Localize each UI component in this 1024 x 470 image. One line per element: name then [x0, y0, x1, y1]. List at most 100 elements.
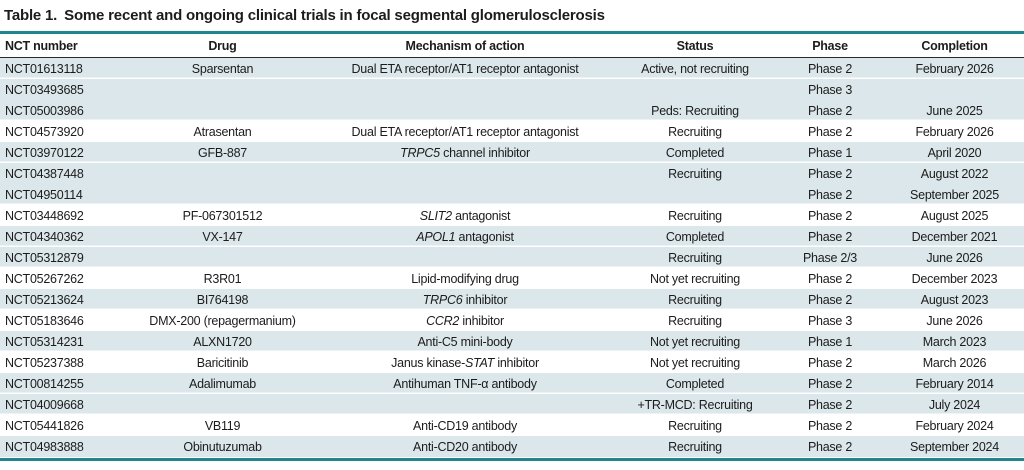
nct-cell: NCT05183646: [5, 313, 84, 328]
mechanism-text: APOL1: [416, 229, 456, 244]
completion-cell: March 2023: [922, 334, 987, 349]
nct-cell: NCT05312879: [5, 250, 84, 265]
mechanism-text: Lipid-modifying drug: [411, 271, 519, 286]
table-row: NCT04340362 VX-147 APOL1 antagonist Complet…: [0, 226, 1024, 247]
completion-cell: August 2023: [920, 292, 989, 307]
completion-cell: September 2024: [910, 439, 999, 454]
nct-cell: NCT05441826: [5, 418, 84, 433]
nct-cell: NCT04387448: [5, 166, 84, 181]
col-header-phase: Phase: [812, 38, 848, 53]
table-row: NCT05237388 Baricitinib Janus kinase-STAT …: [0, 352, 1024, 373]
mechanism-cell: TRPC6 inhibitor: [315, 293, 615, 307]
nct-cell: NCT04950114: [5, 187, 83, 202]
mechanism-text: inhibitor: [459, 313, 504, 328]
table-row: NCT03970122 GFB-887 TRPC5 channel inhibito…: [0, 142, 1024, 163]
table-body: NCT01613118 Sparsentan Dual ETA receptor/A…: [0, 58, 1024, 457]
drug-cell: GFB-887: [198, 145, 247, 160]
table-row: NCT04573920 Atrasentan Dual ETA receptor/A…: [0, 121, 1024, 142]
completion-cell: February 2026: [915, 124, 994, 139]
drug-cell: BI764198: [196, 292, 249, 307]
nct-cell: NCT05237388: [5, 355, 84, 370]
drug-cell: Obinutuzumab: [183, 439, 262, 454]
mechanism-text: TRPC6: [422, 292, 463, 307]
phase-cell: Phase 2: [807, 208, 853, 223]
completion-cell: June 2025: [926, 103, 983, 118]
table-title: Table 1. Some recent and ongoing clinical…: [0, 5, 1024, 31]
col-header-nct-number: NCT number: [5, 38, 78, 53]
nct-cell: NCT03970122: [5, 145, 84, 160]
status-cell: Recruiting: [668, 166, 722, 181]
mechanism-cell: Lipid-modifying drug: [315, 272, 615, 286]
col-header-drug: Drug: [208, 38, 237, 53]
completion-cell: February 2024: [915, 418, 994, 433]
phase-cell: Phase 1: [807, 334, 853, 349]
table-row: NCT04387448 Recruiting Phase 2 August 2022: [0, 163, 1024, 184]
phase-cell: Phase 2: [807, 397, 853, 412]
drug-cell: Atrasentan: [193, 124, 252, 139]
col-header-completion: Completion: [921, 38, 988, 53]
status-cell: Recruiting: [668, 313, 722, 328]
status-cell: Completed: [665, 376, 725, 391]
nct-cell: NCT04573920: [5, 124, 84, 139]
mechanism-text: channel inhibitor: [439, 145, 530, 160]
completion-cell: June 2026: [926, 250, 983, 265]
table-title-label: Table 1.: [4, 7, 58, 24]
nct-cell: NCT00814255: [5, 376, 84, 391]
table-row: NCT05312879 Recruiting Phase 2/3 June 2026: [0, 247, 1024, 268]
table-row: NCT00814255 Adalimumab Antihuman TNF-α ant…: [0, 373, 1024, 394]
mechanism-cell: Anti-C5 mini-body: [315, 335, 615, 349]
phase-cell: Phase 2: [807, 61, 853, 76]
mechanism-text: Anti-C5 mini-body: [417, 334, 513, 349]
mechanism-text: Janus kinase-: [391, 355, 466, 370]
phase-cell: Phase 2: [807, 103, 853, 118]
phase-cell: Phase 2/3: [802, 250, 858, 265]
completion-cell: September 2025: [910, 187, 999, 202]
status-cell: Recruiting: [668, 418, 722, 433]
table-row: NCT05183646 DMX-200 (repagermanium) CCR2 i…: [0, 310, 1024, 331]
drug-cell: R3R01: [203, 271, 242, 286]
phase-cell: Phase 2: [807, 124, 853, 139]
nct-cell: NCT04983888: [5, 439, 84, 454]
completion-cell: December 2021: [911, 229, 998, 244]
status-cell: Recruiting: [668, 250, 722, 265]
completion-cell: June 2026: [926, 313, 983, 328]
mechanism-cell: TRPC5 channel inhibitor: [315, 146, 615, 160]
drug-cell: Sparsentan: [191, 61, 254, 76]
phase-cell: Phase 2: [807, 229, 853, 244]
drug-cell: VX-147: [202, 229, 243, 244]
table-row: NCT01613118 Sparsentan Dual ETA receptor/A…: [0, 58, 1024, 79]
phase-cell: Phase 2: [807, 355, 853, 370]
table-row: NCT05003986 Peds: Recruiting Phase 2 June 2…: [0, 100, 1024, 121]
completion-cell: February 2014: [915, 376, 994, 391]
table-row: NCT05213624 BI764198 TRPC6 inhibitor Recrui…: [0, 289, 1024, 310]
nct-cell: NCT01613118: [5, 61, 83, 76]
status-cell: Not yet recruiting: [650, 355, 740, 370]
mechanism-text: Dual ETA receptor/AT1 receptor antagonis…: [351, 124, 579, 139]
mechanism-text: CCR2: [426, 313, 460, 328]
status-cell: Completed: [665, 229, 725, 244]
table-row: NCT05314231 ALXN1720 Anti-C5 mini-body Not …: [0, 331, 1024, 352]
col-header-status: Status: [676, 38, 714, 53]
mechanism-cell: APOL1 antagonist: [315, 230, 615, 244]
mechanism-text: inhibitor: [462, 292, 508, 307]
phase-cell: Phase 2: [807, 418, 853, 433]
table-row: NCT04009668 +TR-MCD: Recruiting Phase 2 Jul…: [0, 394, 1024, 415]
table-row: NCT03448692 PF-067301512 SLIT2 antagonist R…: [0, 205, 1024, 226]
mechanism-text: antagonist: [455, 229, 514, 244]
table-row: NCT05441826 VB119 Anti-CD19 antibody Recrui…: [0, 415, 1024, 436]
mechanism-cell: Dual ETA receptor/AT1 receptor antagonis…: [315, 125, 615, 139]
drug-cell: ALXN1720: [193, 334, 252, 349]
completion-cell: March 2026: [922, 355, 987, 370]
table-row: NCT04950114 Phase 2 September 2025: [0, 184, 1024, 205]
completion-cell: July 2024: [928, 397, 981, 412]
phase-cell: Phase 3: [807, 313, 853, 328]
col-header-mechanism-of-action: Mechanism of action: [405, 38, 525, 53]
phase-cell: Phase 2: [807, 292, 853, 307]
mechanism-text: TRPC5: [400, 145, 440, 160]
completion-cell: August 2025: [920, 208, 989, 223]
mechanism-text: STAT: [465, 355, 495, 370]
mechanism-text: antagonist: [451, 208, 511, 223]
table-title-text: Some recent and ongoing clinical trials …: [64, 7, 605, 24]
completion-cell: December 2023: [911, 271, 998, 286]
